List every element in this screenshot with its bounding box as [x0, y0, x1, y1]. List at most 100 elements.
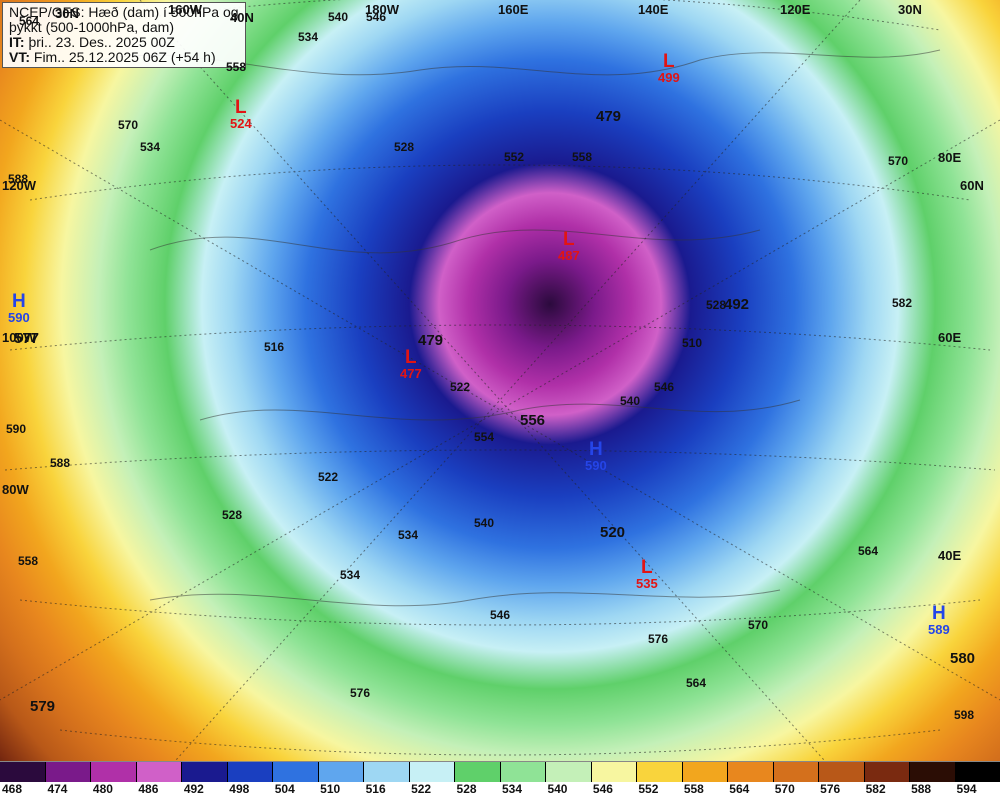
- contour-label-20: 588: [50, 456, 70, 470]
- contour-label-4: 540: [328, 10, 348, 24]
- latlon-label-11: 80E: [938, 150, 961, 165]
- legend-tick-564: 564: [729, 782, 749, 796]
- contour-center-label-3: 492: [724, 296, 749, 313]
- legend-swatch-522: [410, 762, 456, 782]
- latlon-label-4: 160E: [498, 2, 528, 17]
- pressure-value-1: 499: [658, 71, 680, 84]
- low-pressure-marker-4: L 477: [400, 348, 422, 380]
- legend-swatch-498: [228, 762, 274, 782]
- legend-swatch-534: [501, 762, 547, 782]
- contour-label-6: 588: [8, 172, 28, 186]
- legend-tick-576: 576: [820, 782, 840, 796]
- latlon-label-6: 120E: [780, 2, 810, 17]
- legend-swatch-504: [273, 762, 319, 782]
- latlon-label-7: 30N: [898, 2, 922, 17]
- latlon-label-5: 140E: [638, 2, 668, 17]
- legend-tick-528: 528: [457, 782, 477, 796]
- contour-center-label-13: 579: [30, 698, 55, 715]
- legend-tick-534: 534: [502, 782, 522, 796]
- pressure-value-8: 535: [636, 577, 658, 590]
- low-icon: L: [658, 52, 680, 71]
- legend-tick-522: 522: [411, 782, 431, 796]
- legend-tick-594: 594: [957, 782, 977, 796]
- legend-tick-480: 480: [93, 782, 113, 796]
- legend-swatch-540: [546, 762, 592, 782]
- contour-label-24: 540: [474, 516, 494, 530]
- high-icon: H: [928, 604, 950, 623]
- contour-label-31: 576: [350, 686, 370, 700]
- contour-label-30: 570: [748, 618, 768, 632]
- high-pressure-marker-9: H 589: [928, 604, 950, 636]
- legend-swatch-468: [0, 762, 46, 782]
- pressure-value-6: 590: [585, 459, 607, 472]
- pressure-value-9: 589: [928, 623, 950, 636]
- contour-label-26: 558: [18, 554, 38, 568]
- latlon-label-12: 60E: [938, 330, 961, 345]
- latlon-label-1: 160W: [168, 2, 202, 17]
- contour-label-19: 590: [6, 422, 26, 436]
- legend-swatch-564: [728, 762, 774, 782]
- contour-label-32: 576: [648, 632, 668, 646]
- legend-swatch-546: [592, 762, 638, 782]
- contour-center-label-10: 580: [950, 650, 975, 667]
- legend-tick-468: 468: [2, 782, 22, 796]
- header-line1: NCEP/GFS: Hæð (dam) í 500hPa og: [9, 5, 239, 20]
- contour-label-28: 534: [340, 568, 360, 582]
- header-line2: þykkt (500-1000hPa, dam): [9, 20, 239, 35]
- pressure-value-4: 477: [400, 367, 422, 380]
- legend-swatch-570: [774, 762, 820, 782]
- legend-swatch-594: [956, 762, 1000, 782]
- legend-swatch-576: [819, 762, 865, 782]
- contour-label-2: 558: [226, 60, 246, 74]
- legend-swatch-492: [182, 762, 228, 782]
- contour-label-3: 534: [298, 30, 318, 44]
- contour-center-label-1: 479: [596, 108, 621, 125]
- low-pressure-marker-8: L 535: [636, 558, 658, 590]
- map-header-info: NCEP/GFS: Hæð (dam) í 500hPa og þykkt (5…: [2, 2, 246, 68]
- map-overlay-svg: [0, 0, 1000, 800]
- legend-tick-row: 468 474 480 486 492 498 504 510 516 522 528 534 540 5…: [0, 782, 1000, 800]
- high-pressure-marker-11: H 590: [8, 292, 30, 324]
- pressure-value-0: 524: [230, 117, 252, 130]
- contour-center-label-5: 556: [520, 412, 545, 429]
- contour-label-34: 598: [954, 708, 974, 722]
- legend-swatch-486: [137, 762, 183, 782]
- low-icon: L: [558, 230, 580, 249]
- legend-tick-558: 558: [684, 782, 704, 796]
- contour-label-7: 534: [140, 140, 160, 154]
- pressure-value-11: 590: [8, 311, 30, 324]
- legend-tick-498: 498: [229, 782, 249, 796]
- contour-label-33: 564: [686, 676, 706, 690]
- contour-label-1: 570: [118, 118, 138, 132]
- header-line3: IT: þri.. 23. Des.. 2025 00Z: [9, 35, 239, 50]
- latlon-label-10: 80W: [2, 482, 29, 497]
- legend-tick-504: 504: [275, 782, 295, 796]
- legend-tick-474: 474: [47, 782, 67, 796]
- contour-label-13: 522: [450, 380, 470, 394]
- legend-tick-552: 552: [638, 782, 658, 796]
- contour-label-18: 582: [892, 296, 912, 310]
- latlon-label-14: 60N: [960, 178, 984, 193]
- contour-center-label-4: 479: [418, 332, 443, 349]
- pressure-value-2: 487: [558, 249, 580, 262]
- legend-tick-492: 492: [184, 782, 204, 796]
- legend-swatch-588: [910, 762, 956, 782]
- low-icon: L: [636, 558, 658, 577]
- legend-swatch-582: [865, 762, 911, 782]
- low-icon: L: [230, 98, 252, 117]
- contour-label-16: 510: [682, 336, 702, 350]
- legend-tick-588: 588: [911, 782, 931, 796]
- legend-tick-516: 516: [366, 782, 386, 796]
- contour-center-label-7: 520: [600, 524, 625, 541]
- contour-label-12: 516: [264, 340, 284, 354]
- legend-swatch-528: [455, 762, 501, 782]
- high-icon: H: [585, 440, 607, 459]
- latlon-label-2: 40N: [230, 10, 254, 25]
- contour-label-11: 570: [888, 154, 908, 168]
- legend-swatch-516: [364, 762, 410, 782]
- contour-label-25: 564: [858, 544, 878, 558]
- legend-swatch-510: [319, 762, 365, 782]
- legend-swatch-474: [46, 762, 92, 782]
- legend-tick-582: 582: [866, 782, 886, 796]
- weather-map-panel: NCEP/GFS: Hæð (dam) í 500hPa og þykkt (5…: [0, 0, 1000, 800]
